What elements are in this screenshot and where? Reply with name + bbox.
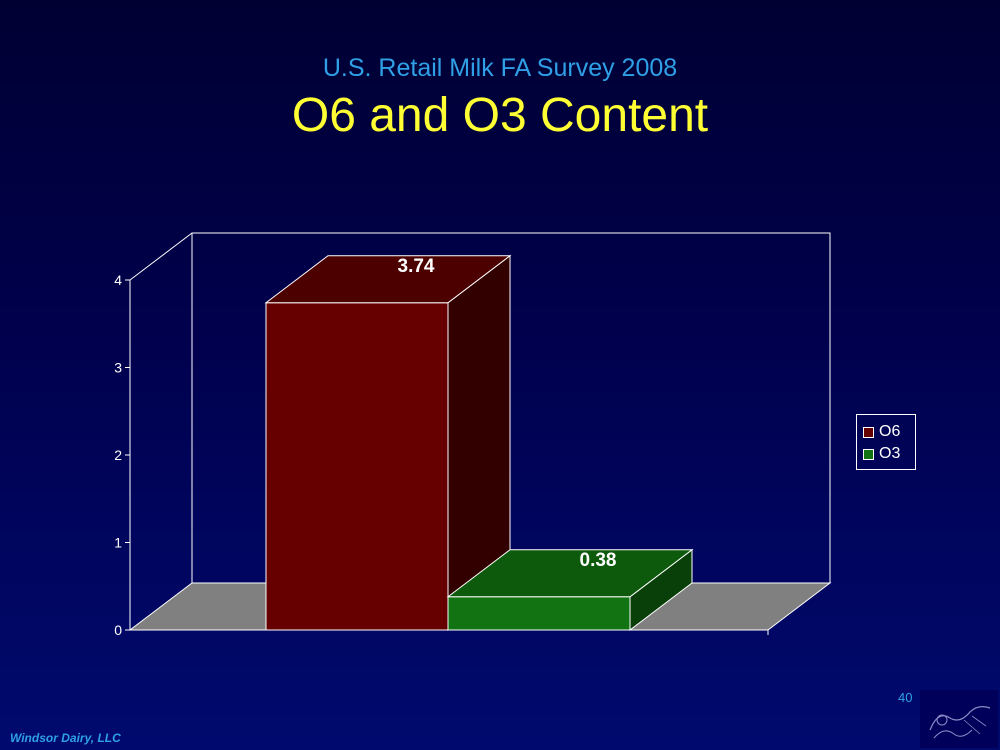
bar-o3-top: [446, 549, 694, 598]
legend-item-o3: O3: [863, 443, 915, 465]
legend-swatch-o6: [863, 426, 874, 438]
y-tick-label: 0: [114, 622, 122, 638]
data-label-o3: 0.38: [580, 550, 617, 571]
bar-o6: [265, 302, 449, 631]
bar-o6-top: [264, 255, 512, 304]
legend-swatch-o3: [863, 448, 874, 460]
y-tick-label: 1: [114, 535, 122, 551]
footer-company: Windsor Dairy, LLC: [10, 731, 121, 745]
y-tick-label: 3: [114, 360, 122, 376]
chart-legend: O6 O3: [856, 414, 916, 470]
legend-label-o3: O3: [879, 445, 901, 462]
page-number: 40: [898, 690, 913, 705]
slide-title: O6 and O3 Content: [291, 89, 709, 142]
y-tick-label: 4: [114, 272, 122, 288]
bar-o3: [447, 596, 631, 631]
y-tick-label: 2: [114, 447, 122, 463]
chart-side-wall-top-edge: [129, 232, 193, 281]
legend-label-o6: O6: [879, 423, 901, 440]
legend-item-o6: O6: [863, 421, 915, 443]
data-label-o6: 3.74: [398, 256, 435, 277]
windsor-dairy-logo: [920, 690, 998, 748]
slide-subtitle: U.S. Retail Milk FA Survey 2008: [322, 54, 678, 82]
